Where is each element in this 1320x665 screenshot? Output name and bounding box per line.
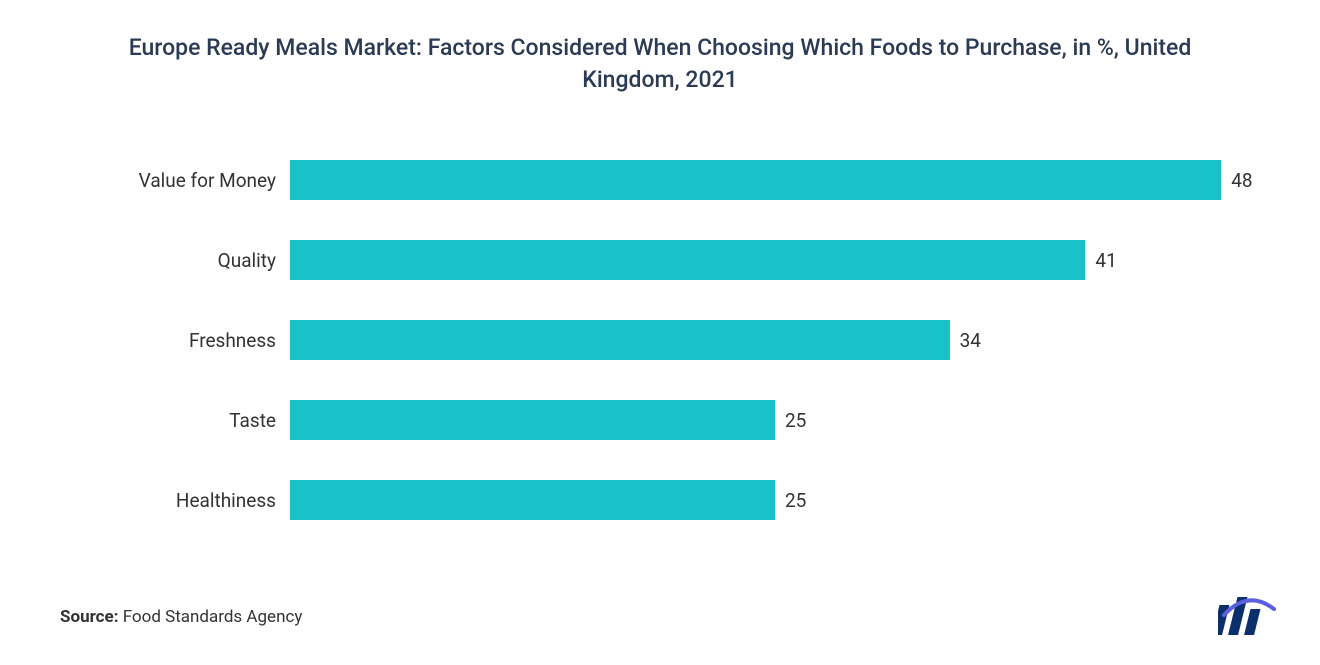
bar-row: Freshness 34 xyxy=(60,310,1260,370)
category-label: Healthiness xyxy=(60,489,290,512)
bar xyxy=(290,160,1221,200)
value-label: 41 xyxy=(1085,249,1116,272)
bar xyxy=(290,320,950,360)
bar-row: Taste 25 xyxy=(60,390,1260,450)
category-label: Quality xyxy=(60,249,290,272)
chart-plot-area: Value for Money 48 Quality 41 Freshness … xyxy=(60,150,1260,555)
category-label: Taste xyxy=(60,409,290,432)
bar-row: Value for Money 48 xyxy=(60,150,1260,210)
bar-row: Healthiness 25 xyxy=(60,470,1260,530)
bar-wrap: 25 xyxy=(290,400,1260,440)
bar xyxy=(290,240,1085,280)
bar-row: Quality 41 xyxy=(60,230,1260,290)
value-label: 34 xyxy=(950,329,981,352)
bar-wrap: 41 xyxy=(290,240,1260,280)
value-label: 25 xyxy=(775,489,806,512)
category-label: Value for Money xyxy=(60,169,290,192)
bar-wrap: 25 xyxy=(290,480,1260,520)
bar-wrap: 48 xyxy=(290,160,1260,200)
source-attribution: Source: Food Standards Agency xyxy=(60,607,302,627)
chart-title: Europe Ready Meals Market: Factors Consi… xyxy=(0,0,1320,96)
bar xyxy=(290,400,775,440)
bar xyxy=(290,480,775,520)
source-text: Food Standards Agency xyxy=(123,607,303,627)
value-label: 25 xyxy=(775,409,806,432)
brand-logo-icon xyxy=(1218,595,1278,635)
value-label: 48 xyxy=(1221,169,1252,192)
category-label: Freshness xyxy=(60,329,290,352)
source-label: Source: xyxy=(60,607,118,627)
bar-wrap: 34 xyxy=(290,320,1260,360)
